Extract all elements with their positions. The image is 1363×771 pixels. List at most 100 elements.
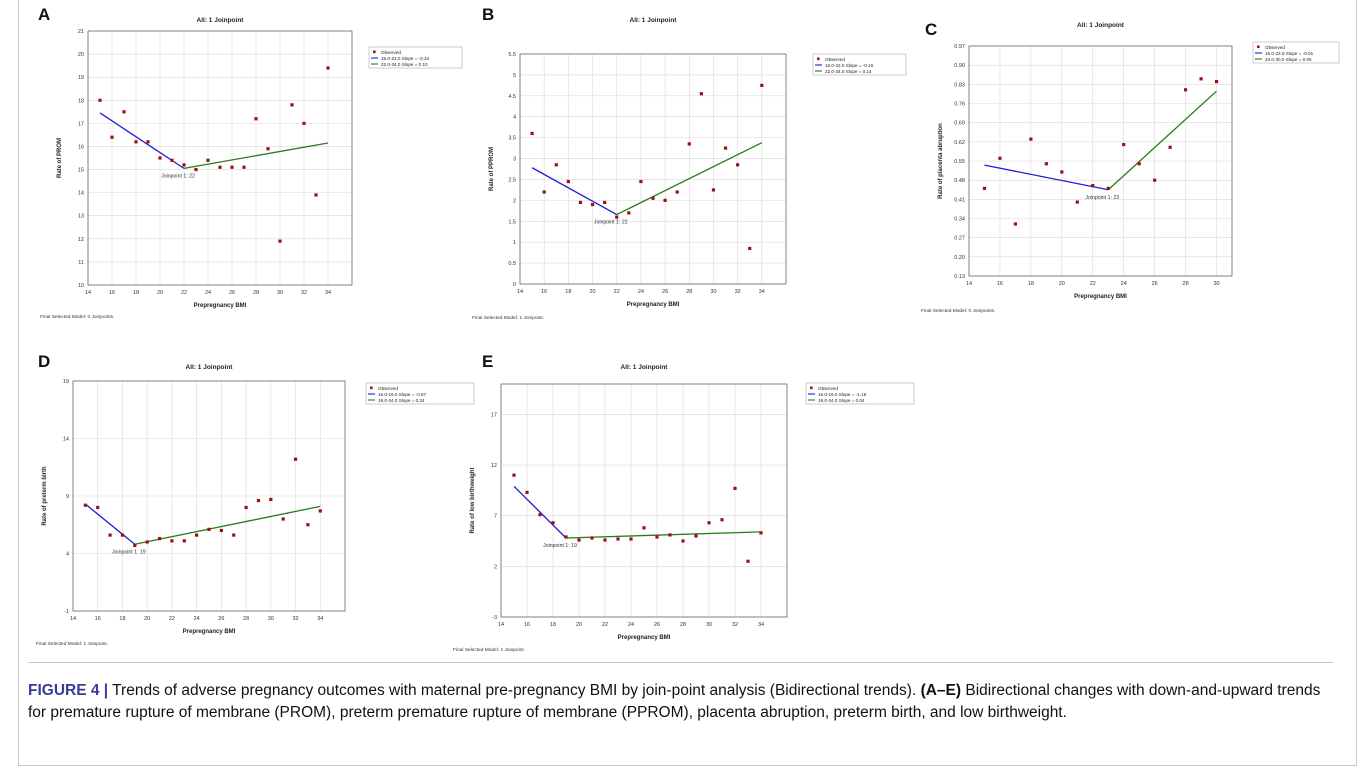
y-tick-label: 0.41: [954, 197, 965, 203]
observed-point: [206, 158, 210, 162]
y-tick-label: 20: [78, 52, 84, 58]
plot-area-frame: [87, 30, 353, 286]
trend-segment-1: [99, 112, 185, 169]
observed-point: [1122, 142, 1126, 147]
observed-point: [158, 156, 162, 160]
y-tick-label: 0.48: [954, 178, 965, 184]
trend-segment-1: [84, 503, 136, 545]
legend-box: [812, 53, 907, 76]
x-tick-label: 22: [614, 289, 620, 295]
y-tick-label: 0.55: [954, 159, 965, 165]
observed-point: [530, 131, 534, 136]
x-tick-label: 16: [95, 616, 101, 622]
observed-point: [269, 497, 273, 502]
x-tick-label: 22: [1090, 281, 1096, 287]
x-tick-label: 24: [194, 616, 200, 622]
x-tick-label: 20: [1059, 281, 1065, 287]
observed-point: [1168, 145, 1172, 149]
trend-segment-2: [616, 142, 763, 216]
y-tick-label: 13: [78, 214, 84, 220]
y-tick-label: 11: [78, 260, 84, 266]
observed-point: [1075, 200, 1079, 204]
observed-point: [642, 526, 646, 530]
x-tick-label: 20: [576, 622, 582, 628]
observed-point: [627, 211, 631, 215]
x-tick-label: 16: [997, 281, 1003, 287]
legend-swatch-observed: [1257, 45, 1260, 49]
x-tick-label: 18: [1028, 281, 1034, 287]
model-footnote: Final Selected Model: 1 Joinpoint.: [472, 315, 544, 321]
x-tick-label: 26: [229, 290, 235, 296]
observed-point: [242, 165, 246, 169]
y-tick-label: 5.5: [508, 52, 516, 58]
legend-swatch-observed: [373, 50, 376, 54]
chart-title: All: 1 Joinpoint: [630, 17, 678, 24]
observed-point: [577, 538, 581, 542]
observed-point: [639, 179, 643, 184]
observed-point: [759, 531, 763, 535]
y-tick-label: 14: [63, 437, 69, 443]
model-footnote: Final Selected Model: 0 Joinpoints.: [921, 308, 995, 314]
observed-point: [1091, 184, 1095, 188]
observed-point: [1153, 178, 1157, 182]
y-tick-label: 21: [78, 29, 84, 35]
observed-point: [746, 559, 750, 563]
observed-point: [733, 486, 737, 490]
chart-title: All: 1 Joinpoint: [197, 17, 245, 24]
legend-swatch-observed: [370, 386, 373, 390]
x-tick-label: 34: [759, 289, 765, 295]
y-tick-label: 0: [513, 282, 516, 288]
x-axis-label: Prepregnancy BMI: [194, 303, 247, 309]
x-axis-label: Prepregnancy BMI: [183, 629, 236, 635]
y-tick-label: 17: [78, 121, 84, 127]
y-tick-label: 2: [513, 198, 516, 204]
x-tick-label: 18: [133, 290, 139, 296]
chart-title: All: 1 Joinpoint: [186, 364, 234, 371]
legend-box: [1252, 41, 1340, 64]
y-tick-label: 17: [491, 412, 497, 418]
figure-frame: [18, 0, 1357, 766]
observed-point: [98, 98, 102, 102]
observed-point: [1044, 162, 1048, 166]
observed-point: [1013, 222, 1018, 226]
y-tick-label: 0.34: [954, 217, 965, 223]
x-tick-label: 24: [205, 290, 211, 296]
observed-point: [120, 533, 125, 537]
chart-title: All: 1 Joinpoint: [621, 364, 669, 371]
x-tick-label: 20: [589, 289, 595, 295]
observed-point: [96, 505, 100, 510]
observed-point: [266, 147, 270, 151]
panel-label: D: [38, 352, 50, 371]
joinpoint-label: Joinpoint 1: 23: [1085, 195, 1119, 201]
y-tick-label: 4: [513, 115, 516, 121]
observed-point: [278, 239, 282, 243]
observed-point: [293, 457, 298, 461]
observed-point: [566, 179, 570, 184]
observed-point: [244, 505, 248, 510]
caption-text-2: Bidirectional changes with down-and-upwa…: [28, 682, 1321, 721]
y-tick-label: 4.5: [508, 94, 516, 100]
observed-point: [616, 537, 620, 541]
x-tick-label: 28: [680, 622, 686, 628]
legend-entry: Observed: [381, 50, 401, 55]
figure-caption: FIGURE 4 | Trends of adverse pregnancy o…: [28, 680, 1333, 724]
observed-point: [1137, 162, 1141, 166]
x-tick-label: 32: [301, 290, 307, 296]
y-tick-label: 19: [78, 75, 84, 81]
observed-point: [1214, 79, 1219, 84]
legend-entry: 15.0-22.0 Slope = -0.34: [381, 56, 430, 61]
x-tick-label: 18: [119, 616, 125, 622]
x-tick-label: 28: [243, 616, 249, 622]
observed-point: [687, 142, 691, 146]
legend-swatch-observed: [810, 386, 813, 390]
observed-point: [748, 246, 752, 251]
legend-entry: 15.0-19.0 Slope = -0.87: [378, 392, 427, 397]
y-tick-label: 0.69: [954, 121, 965, 127]
observed-point: [707, 521, 711, 525]
observed-point: [110, 135, 114, 139]
legend-box: [368, 46, 463, 69]
